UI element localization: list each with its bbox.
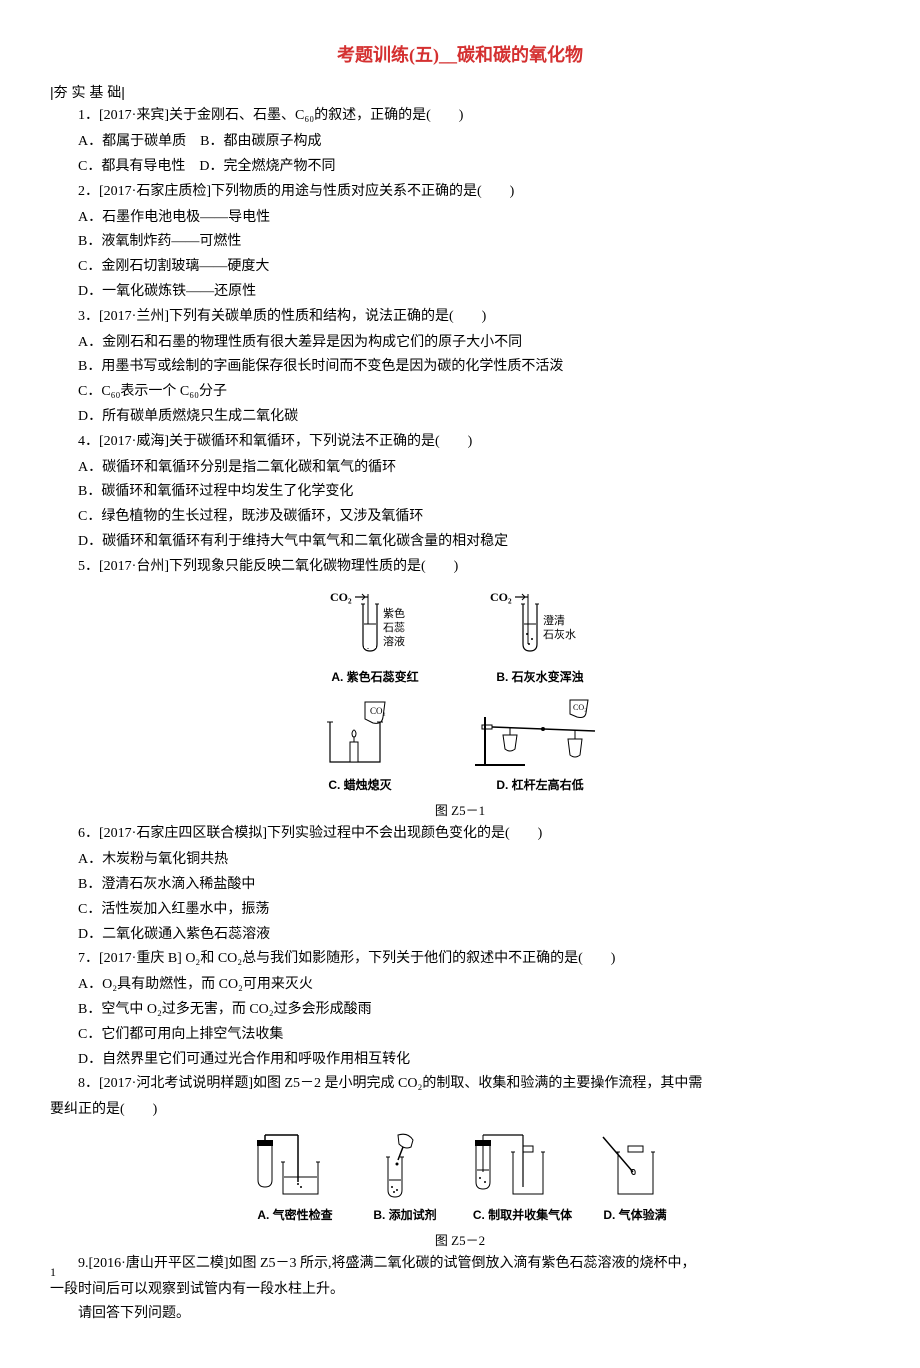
q4-option-c: C．绿色植物的生长过程，既涉及碳循环，又涉及氧循环 xyxy=(50,505,870,529)
test-tube-litmus-icon: CO₂ 紫色 石蕊 溶液 xyxy=(325,589,425,664)
q8-fig-d: D. 气体验满 xyxy=(598,1132,673,1225)
q7-option-c: C．它们都可用向上排空气法收集 xyxy=(50,1023,870,1047)
q7-option-d: D．自然界里它们可通过光合作用和呼吸作用相互转化 xyxy=(50,1048,870,1072)
q8-fig-a-label: A. 气密性检查 xyxy=(257,1205,332,1225)
q4-option-a: A．碳循环和氧循环分别是指二氧化碳和氧气的循环 xyxy=(50,456,870,480)
svg-text:紫色: 紫色 xyxy=(383,606,405,620)
q5-figure-caption: 图 Z5－1 xyxy=(50,800,870,822)
section-header: |夯 实 基 础| xyxy=(50,81,870,105)
gas-test-icon xyxy=(598,1132,673,1202)
q5-fig-c-label: C. 蜡烛熄灭 xyxy=(328,775,391,795)
limewater-icon: CO₂ 澄清 石灰水 xyxy=(485,589,595,664)
q2-option-d: D．一氧化碳炼铁——还原性 xyxy=(50,280,870,304)
q8-figure-row: A. 气密性检查 B. 添加试剂 xyxy=(50,1132,870,1225)
svg-text:CO₂: CO₂ xyxy=(490,590,512,604)
q7-option-b: B．空气中 O₂过多无害，而 CO₂过多会形成酸雨 xyxy=(50,998,870,1022)
q6-option-b: B．澄清石灰水滴入稀盐酸中 xyxy=(50,873,870,897)
q8-stem-2: 要纠正的是( ) xyxy=(50,1098,870,1122)
q6-stem: 6．[2017·石家庄四区联合模拟]下列实验过程中不会出现颜色变化的是( ) xyxy=(50,822,870,846)
q8-figure-caption: 图 Z5－2 xyxy=(50,1230,870,1252)
candle-beaker-icon: CO₂ xyxy=(310,697,410,772)
lever-balance-icon: CO₂ xyxy=(470,697,610,772)
svg-text:CO₂: CO₂ xyxy=(573,703,587,712)
svg-text:CO₂: CO₂ xyxy=(370,706,386,716)
svg-text:石蕊: 石蕊 xyxy=(383,621,405,634)
q8-fig-b: B. 添加试剂 xyxy=(363,1132,448,1225)
q2-option-c: C．金刚石切割玻璃——硬度大 xyxy=(50,255,870,279)
worksheet-title: 考题训练(五)__碳和碳的氧化物 xyxy=(50,40,870,71)
q1-stem: 1．[2017·来宾]关于金刚石、石墨、C₆₀的叙述，正确的是( ) xyxy=(50,104,870,128)
q5-fig-c: CO₂ C. 蜡烛熄灭 xyxy=(310,697,410,795)
q6-option-a: A．木炭粉与氧化铜共热 xyxy=(50,848,870,872)
q5-fig-d: CO₂ D. 杠杆左高右低 xyxy=(470,697,610,795)
svg-text:澄清: 澄清 xyxy=(543,613,565,627)
q9-stem-1: 9.[2016·唐山开平区二模]如图 Z5－3 所示,将盛满二氧化碳的试管倒放入… xyxy=(50,1252,870,1276)
q3-stem: 3．[2017·兰州]下列有关碳单质的性质和结构，说法正确的是( ) xyxy=(50,305,870,329)
q9-stem-2: 一段时间后可以观察到试管内有一段水柱上升。 xyxy=(50,1278,870,1302)
q7-option-a: A．O₂具有助燃性，而 CO₂可用来灭火 xyxy=(50,973,870,997)
q8-fig-c-label: C. 制取并收集气体 xyxy=(473,1205,572,1225)
page-number: 1 xyxy=(50,1262,56,1282)
q3-option-d: D．所有碳单质燃烧只生成二氧化碳 xyxy=(50,405,870,429)
q1-option-cd: C．都具有导电性 D．完全燃烧产物不同 xyxy=(50,155,870,179)
q4-option-d: D．碳循环和氧循环有利于维持大气中氧气和二氧化碳含量的相对稳定 xyxy=(50,530,870,554)
svg-text:CO₂: CO₂ xyxy=(330,590,352,604)
add-reagent-icon xyxy=(363,1132,448,1202)
q8-fig-a: A. 气密性检查 xyxy=(248,1132,343,1225)
q5-figure-row-1: CO₂ 紫色 石蕊 溶液 A. 紫色石蕊变红 CO₂ xyxy=(50,589,870,687)
q2-stem: 2．[2017·石家庄质检]下列物质的用途与性质对应关系不正确的是( ) xyxy=(50,180,870,204)
q5-fig-b-label: B. 石灰水变浑浊 xyxy=(496,667,583,687)
q4-option-b: B．碳循环和氧循环过程中均发生了化学变化 xyxy=(50,480,870,504)
q5-fig-a-label: A. 紫色石蕊变红 xyxy=(331,667,418,687)
collect-gas-icon xyxy=(468,1132,578,1202)
q3-option-b: B．用墨书写或绘制的字画能保存很长时间而不变色是因为碳的化学性质不活泼 xyxy=(50,355,870,379)
q4-stem: 4．[2017·威海]关于碳循环和氧循环，下列说法不正确的是( ) xyxy=(50,430,870,454)
q5-stem: 5．[2017·台州]下列现象只能反映二氧化碳物理性质的是( ) xyxy=(50,555,870,579)
q8-fig-c: C. 制取并收集气体 xyxy=(468,1132,578,1225)
q6-option-d: D．二氧化碳通入紫色石蕊溶液 xyxy=(50,923,870,947)
q8-fig-b-label: B. 添加试剂 xyxy=(373,1205,436,1225)
q2-option-a: A．石墨作电池电极——导电性 xyxy=(50,206,870,230)
q9-stem-3: 请回答下列问题。 xyxy=(50,1302,870,1326)
q1-option-ab: A．都属于碳单质 B．都由碳原子构成 xyxy=(50,130,870,154)
q5-fig-d-label: D. 杠杆左高右低 xyxy=(496,775,583,795)
q8-fig-d-label: D. 气体验满 xyxy=(603,1205,666,1225)
svg-text:溶液: 溶液 xyxy=(383,634,405,648)
q6-option-c: C．活性炭加入红墨水中，振荡 xyxy=(50,898,870,922)
q2-option-b: B．液氧制炸药——可燃性 xyxy=(50,230,870,254)
q3-option-c: C．C₆₀表示一个 C₆₀分子 xyxy=(50,380,870,404)
q7-stem: 7．[2017·重庆 B] O₂和 CO₂总与我们如影随形，下列关于他们的叙述中… xyxy=(50,947,870,971)
q5-fig-b: CO₂ 澄清 石灰水 B. 石灰水变浑浊 xyxy=(485,589,595,687)
q5-fig-a: CO₂ 紫色 石蕊 溶液 A. 紫色石蕊变红 xyxy=(325,589,425,687)
q8-stem-1: 8．[2017·河北考试说明样题]如图 Z5－2 是小明完成 CO₂的制取、收集… xyxy=(50,1072,870,1096)
q5-figure-row-2: CO₂ C. 蜡烛熄灭 CO₂ xyxy=(50,697,870,795)
airtight-check-icon xyxy=(248,1132,343,1202)
svg-text:石灰水: 石灰水 xyxy=(543,627,576,641)
q3-option-a: A．金刚石和石墨的物理性质有很大差异是因为构成它们的原子大小不同 xyxy=(50,331,870,355)
